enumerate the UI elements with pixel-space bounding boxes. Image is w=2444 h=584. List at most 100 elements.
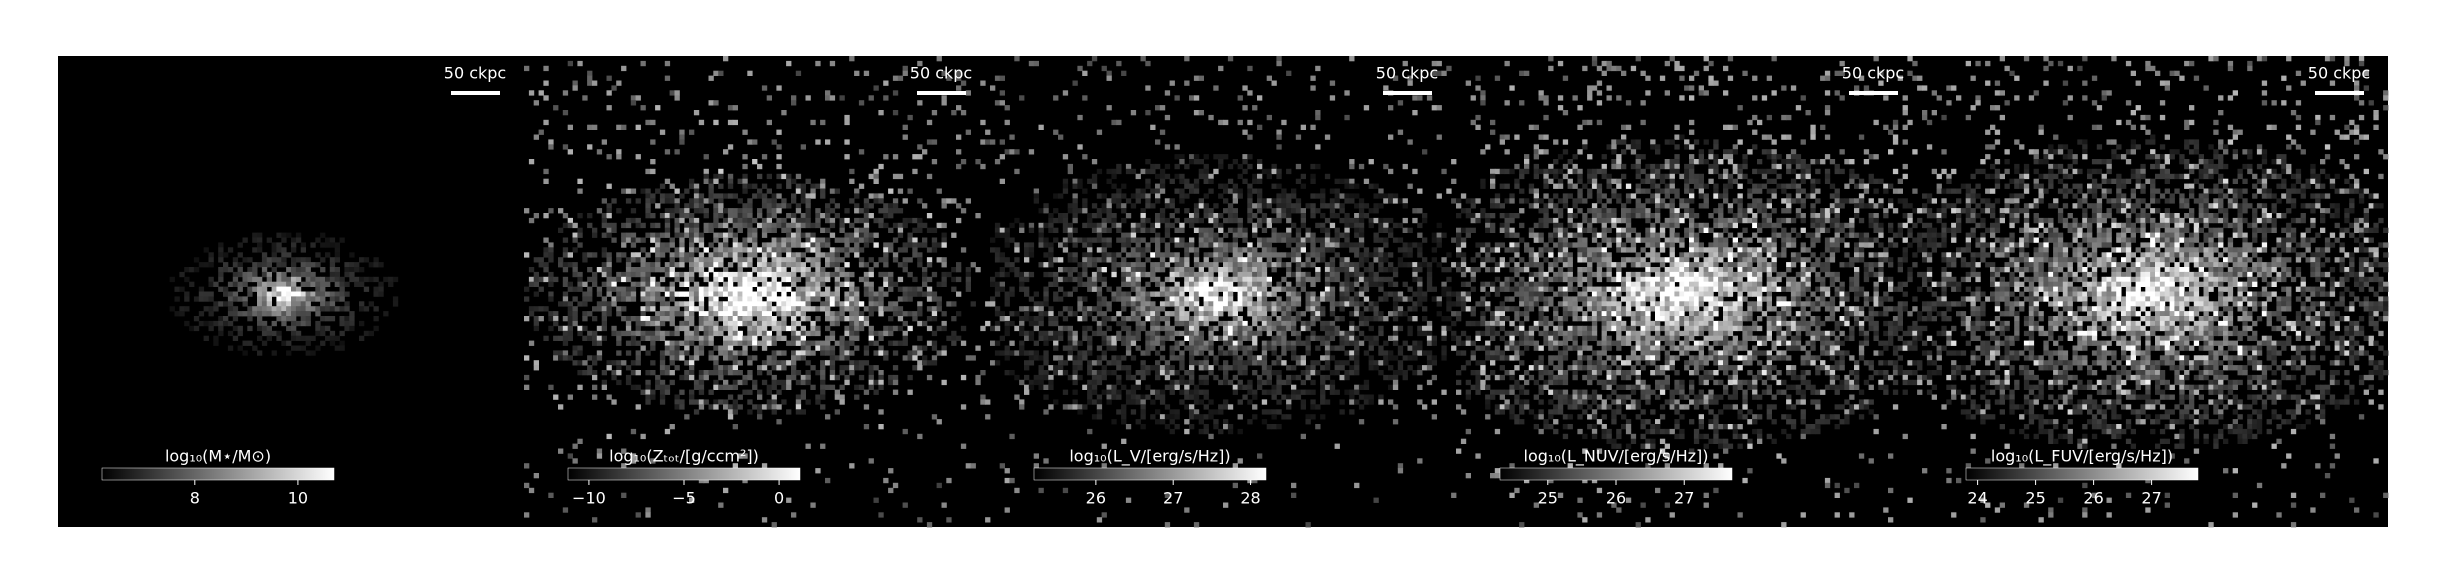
pixel	[1038, 320, 1044, 327]
pixel	[800, 409, 806, 415]
pixel	[674, 208, 680, 214]
pixel	[820, 193, 826, 199]
pixel	[805, 95, 811, 101]
pixel	[1446, 316, 1452, 322]
pixel	[1004, 105, 1010, 111]
pixel	[868, 370, 874, 376]
pixel	[1257, 286, 1263, 292]
pixel	[606, 257, 612, 263]
pixel	[257, 276, 263, 283]
pixel	[1218, 227, 1224, 233]
pixel	[1179, 286, 1185, 292]
pixel	[1116, 119, 1122, 126]
pixel	[698, 370, 705, 376]
pixel	[1116, 296, 1122, 302]
pixel	[849, 232, 855, 238]
pixel	[892, 365, 899, 371]
pixel	[1422, 257, 1428, 263]
pixel	[1237, 95, 1243, 101]
pixel	[1232, 198, 1238, 204]
pixel	[1218, 183, 1224, 189]
pixel	[839, 335, 845, 341]
pixel	[781, 262, 787, 268]
pixel	[616, 124, 622, 130]
pixel	[659, 193, 666, 199]
pixel	[281, 340, 287, 346]
pixel	[689, 183, 695, 189]
pixel	[616, 306, 622, 312]
pixel	[276, 276, 282, 283]
pixel	[543, 178, 549, 184]
pixel	[1014, 267, 1020, 273]
pixel	[1295, 301, 1302, 307]
pixel	[1339, 345, 1345, 351]
pixel	[1164, 301, 1171, 307]
pixel	[708, 311, 714, 317]
pixel	[669, 252, 675, 258]
pixel	[1111, 198, 1117, 204]
pixel	[572, 262, 578, 268]
pixel	[640, 320, 646, 327]
pixel	[1276, 355, 1282, 361]
pixel	[1276, 316, 1282, 322]
pixel	[271, 330, 277, 337]
pixel	[1441, 257, 1447, 263]
pixel	[1048, 262, 1054, 268]
pixel	[1198, 340, 1204, 346]
pixel	[261, 311, 268, 317]
pixel	[247, 316, 253, 322]
pixel	[1232, 311, 1238, 317]
pixel	[892, 325, 899, 332]
pixel	[630, 453, 637, 459]
pixel	[1354, 340, 1360, 346]
pixel	[674, 404, 680, 410]
pixel	[1276, 286, 1282, 292]
pixel	[1257, 178, 1263, 184]
pixel	[218, 276, 224, 283]
pixel	[582, 360, 588, 366]
pixel	[1082, 311, 1088, 317]
pixel	[1388, 355, 1394, 361]
pixel	[674, 95, 680, 101]
pixel	[888, 188, 894, 194]
pixel	[892, 306, 899, 312]
pixel	[669, 183, 675, 189]
pixel	[1058, 355, 1064, 361]
pixel	[1451, 311, 1457, 317]
pixel	[761, 404, 768, 410]
pixel	[1320, 198, 1326, 204]
pixel	[640, 188, 646, 194]
pixel	[1310, 173, 1316, 180]
pixel	[820, 379, 826, 386]
pixel	[698, 404, 705, 410]
pixel	[227, 291, 234, 297]
pixel	[286, 306, 292, 312]
pixel	[858, 208, 865, 214]
pixel	[213, 301, 219, 307]
pixel	[1111, 173, 1117, 180]
pixel	[742, 222, 748, 229]
pixel	[926, 257, 933, 263]
pixel	[291, 296, 297, 302]
pixel	[868, 213, 874, 219]
pixel	[592, 335, 598, 341]
pixel	[684, 316, 690, 322]
pixel	[1281, 208, 1287, 214]
pixel	[1242, 129, 1248, 135]
pixel	[1077, 281, 1083, 287]
pixel	[912, 276, 918, 283]
pixel	[815, 208, 821, 214]
pixel	[781, 110, 787, 116]
pixel	[917, 306, 923, 312]
pixel	[786, 409, 792, 415]
pixel	[1383, 291, 1389, 297]
pixel	[1213, 325, 1219, 332]
pixel	[800, 330, 806, 337]
pixel	[805, 271, 811, 278]
pixel	[863, 345, 870, 351]
pixel	[752, 193, 758, 199]
pixel	[1145, 85, 1151, 91]
pixel	[757, 257, 763, 263]
pixel	[596, 335, 603, 341]
pixel	[1218, 193, 1224, 199]
